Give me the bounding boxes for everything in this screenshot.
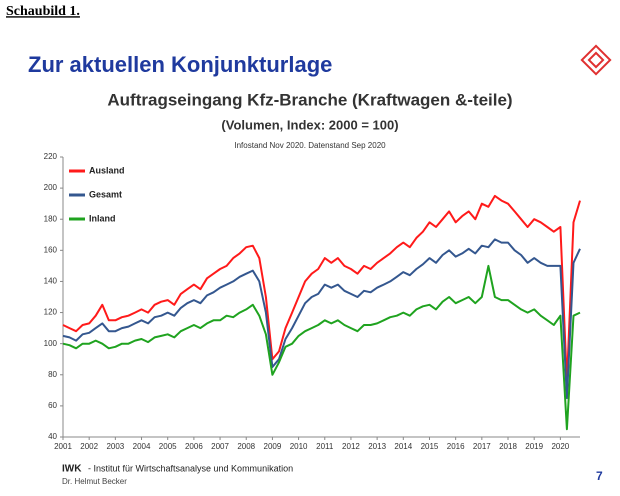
y-tick-label: 180 [44,214,58,223]
y-tick-label: 140 [44,277,58,286]
x-tick-label: 2007 [211,442,229,451]
legend-label: Inland [89,213,116,223]
x-tick-label: 2019 [525,442,543,451]
x-tick-label: 2003 [106,442,124,451]
y-tick-label: 220 [44,152,58,161]
y-tick-label: 200 [44,183,58,192]
x-tick-label: 2012 [342,442,360,451]
x-tick-label: 2006 [185,442,203,451]
series-line [62,264,581,431]
x-tick-label: 2005 [159,442,177,451]
exhibit-label: Schaubild 1. [6,4,80,19]
x-tick-label: 2001 [54,442,72,451]
y-tick-label: 160 [44,245,58,254]
plot: 40 60 80 100 120 140 160 180 200 220 2001 2002 2003 2… [44,152,581,451]
x-tick-label: 2010 [290,442,308,451]
page-number: 7 [596,469,603,483]
y-tick-label: 120 [44,308,58,317]
x-tick-label: 2004 [133,442,151,451]
x-tick-label: 2008 [237,442,255,451]
series-line [62,238,581,400]
series-line [62,194,581,384]
x-tick-label: 2011 [316,442,334,451]
x-tick-label: 2002 [80,442,98,451]
x-tick-label: 2009 [264,442,282,451]
slide-title: Zur aktuellen Konjunkturlage [28,52,332,77]
x-tick-label: 2020 [551,442,569,451]
x-tick-label: 2013 [368,442,386,451]
footer-org: IWK [62,464,82,475]
x-tick-label: 2016 [447,442,465,451]
legend-label: Gesamt [89,189,122,199]
x-tick-label: 2015 [421,442,439,451]
x-tick-label: 2014 [394,442,412,451]
y-tick-label: 40 [48,432,57,441]
chart-subtitle: (Volumen, Index: 2000 = 100) [221,117,398,132]
legend-label: Ausland [89,165,125,175]
chart-title: Auftragseingang Kfz-Branche (Kraftwagen … [107,90,512,109]
x-tick-label: 2017 [473,442,491,451]
y-tick-label: 100 [44,339,58,348]
chart-note: Infostand Nov 2020. Datenstand Sep 2020 [234,141,386,150]
logo [580,44,612,76]
y-tick-label: 80 [48,370,57,379]
footer-org-name: - Institut für Wirtschaftsanalyse und Ko… [88,463,293,473]
x-tick-label: 2018 [499,442,517,451]
footer-author: Dr. Helmut Becker [62,477,127,486]
y-tick-label: 60 [48,401,57,410]
